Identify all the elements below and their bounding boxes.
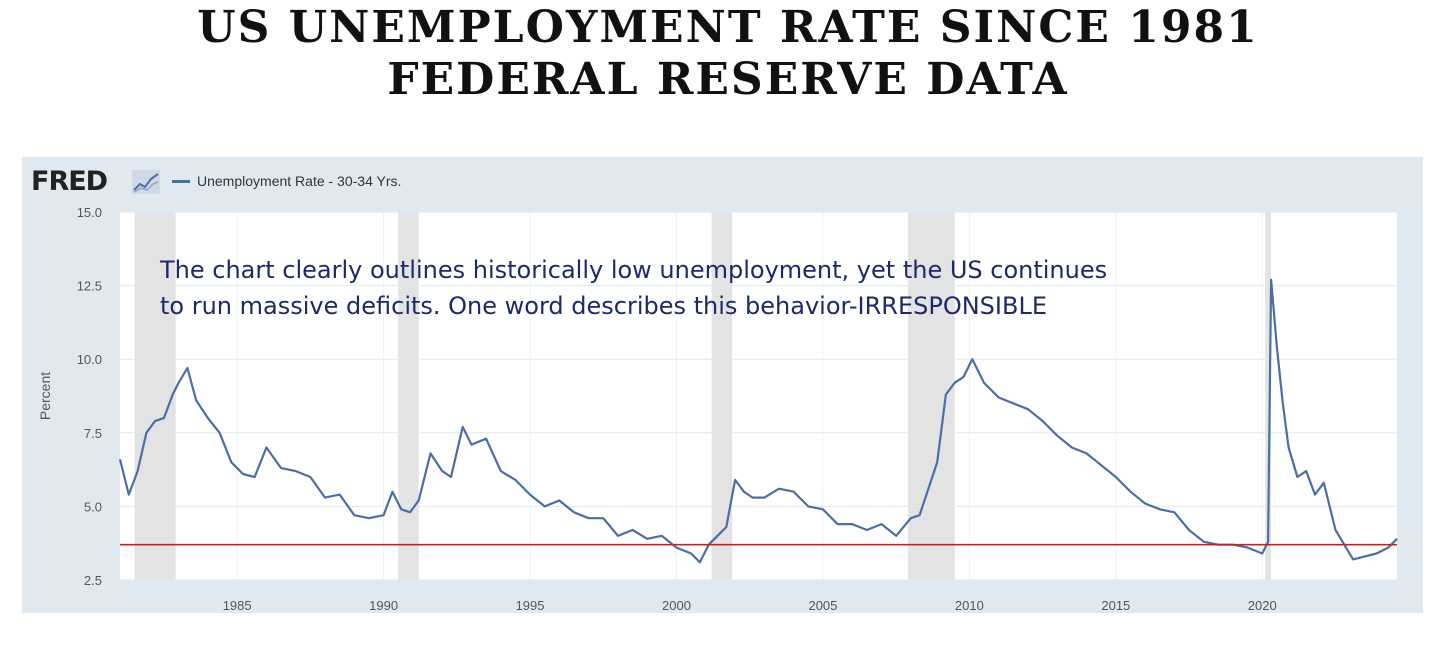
line-chart: 2.5 5.0 7.5 10.0 12.5 15.0 1985 1990 1995 2000 200…	[37, 205, 1398, 613]
recession-band	[907, 212, 955, 580]
x-tick-label: 1995	[516, 598, 545, 613]
recession-band	[398, 212, 419, 580]
annotation-line-1: The chart clearly outlines historically …	[160, 256, 1108, 284]
y-tick-label: 10.0	[77, 352, 102, 367]
y-tick-label: 7.5	[84, 426, 102, 441]
fred-logo: FRED	[31, 166, 108, 197]
plot-area	[120, 212, 1397, 580]
chart-annotation: The chart clearly outlines historically …	[160, 252, 1220, 324]
y-tick-label: 5.0	[84, 499, 102, 514]
title-line-2: FEDERAL RESERVE DATA	[387, 54, 1069, 105]
x-tick-label: 2020	[1248, 598, 1277, 613]
title-line-1: US UNEMPLOYMENT RATE SINCE 1981	[197, 2, 1259, 53]
recession-band	[134, 212, 176, 580]
x-tick-label: 2000	[662, 598, 691, 613]
legend-swatch	[172, 179, 190, 183]
legend-label: Unemployment Rate - 30-34 Yrs.	[197, 173, 402, 189]
x-tick-label: 2015	[1101, 598, 1130, 613]
recession-band	[711, 212, 733, 580]
annotation-line-2: to run massive deficits. One word descri…	[160, 292, 1047, 320]
x-tick-label: 1990	[369, 598, 398, 613]
y-tick-label: 15.0	[77, 205, 102, 220]
x-tick-label: 1985	[223, 598, 252, 613]
page-title: US UNEMPLOYMENT RATE SINCE 1981 FEDERAL …	[0, 2, 1456, 106]
line-chart-icon	[132, 170, 160, 194]
chart-legend: Unemployment Rate - 30-34 Yrs.	[172, 173, 401, 189]
y-tick-label: 2.5	[84, 573, 102, 588]
x-tick-label: 2010	[955, 598, 984, 613]
chart-panel: 2.5 5.0 7.5 10.0 12.5 15.0 1985 1990 1995 2000 200…	[22, 157, 1423, 613]
x-tick-label: 2005	[808, 598, 837, 613]
y-tick-label: 12.5	[77, 279, 102, 294]
recession-band	[1265, 212, 1272, 580]
y-axis-label: Percent	[37, 372, 53, 420]
